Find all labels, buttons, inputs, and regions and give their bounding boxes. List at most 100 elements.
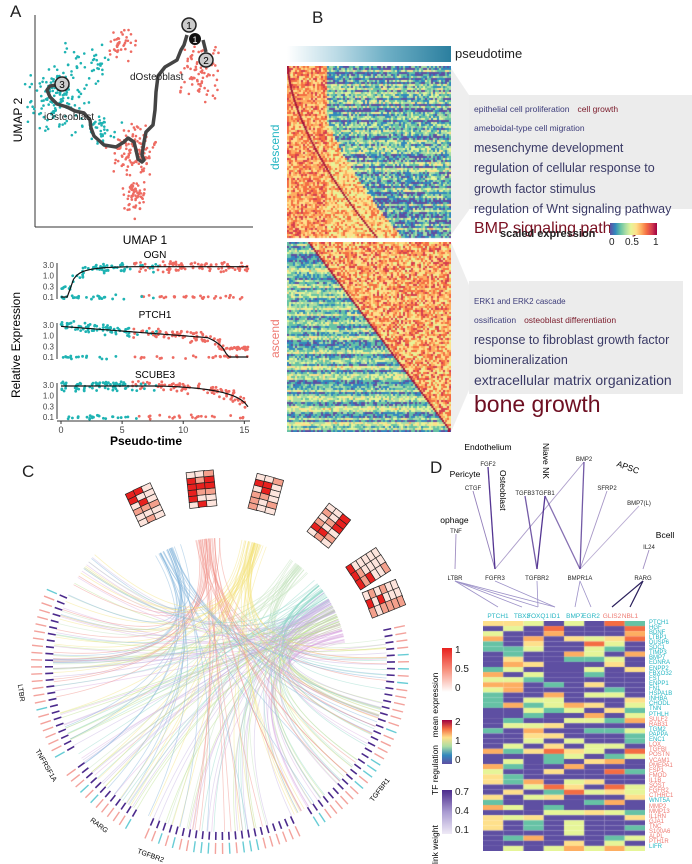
expr-point xyxy=(131,380,135,384)
umap-point xyxy=(129,187,132,190)
chord-link xyxy=(91,542,255,773)
chord-link xyxy=(286,603,388,665)
umap-point xyxy=(77,90,81,94)
target-tick xyxy=(85,772,93,779)
target-gene-label xyxy=(393,625,406,629)
ligand-receptor-link xyxy=(524,495,538,570)
heatmap-row-label: IL1RN xyxy=(649,813,667,820)
expr-point xyxy=(222,397,226,401)
umap-point xyxy=(135,182,139,185)
umap-point xyxy=(45,98,49,102)
chord-link xyxy=(67,590,323,734)
chord-link xyxy=(247,610,336,829)
chord-link xyxy=(209,538,302,811)
cluster-label-iosteoblast: iOsteoblast xyxy=(44,112,94,123)
chord-link xyxy=(74,582,338,635)
chord-link xyxy=(187,615,338,830)
umap-point xyxy=(87,101,91,104)
expr-point xyxy=(94,263,98,267)
legend-tick: 0.7 xyxy=(455,787,469,798)
chord-link xyxy=(53,603,332,661)
target-gene-label xyxy=(106,807,115,818)
target-tick xyxy=(384,693,393,697)
expr-point xyxy=(92,295,95,299)
expr-point xyxy=(114,293,118,297)
target-gene-label xyxy=(32,686,44,690)
chord-link xyxy=(105,609,335,787)
chord-links xyxy=(53,537,388,832)
umap-point xyxy=(94,120,97,124)
expr-point xyxy=(219,387,223,391)
chord-link xyxy=(198,539,243,831)
target-gene-label xyxy=(48,739,59,745)
expr-point xyxy=(76,327,80,331)
target-gene-label xyxy=(255,839,260,851)
receptor-tf-link xyxy=(574,580,581,608)
chord-link xyxy=(287,635,370,741)
receptor-label: TGFBR2 xyxy=(525,576,549,582)
umap-point xyxy=(71,76,75,80)
target-gene-label xyxy=(66,768,77,777)
ascend-go-terms: ERK1 and ERK2 cascade ossification osteobl… xyxy=(469,281,683,417)
expr-point xyxy=(189,331,193,334)
umap-point xyxy=(64,115,67,118)
expr-point xyxy=(75,386,79,390)
ligand-expression-box xyxy=(194,470,209,508)
heatmap-row-label: IL1B xyxy=(649,777,662,784)
chord-link xyxy=(278,605,345,778)
umap-point xyxy=(193,76,196,80)
target-gene-label xyxy=(390,715,402,720)
heatmap-row-label: FN1 xyxy=(649,685,661,692)
target-tick xyxy=(59,594,68,599)
chord-link xyxy=(171,542,255,826)
expr-point xyxy=(186,392,190,396)
umap-point xyxy=(78,107,81,110)
chord-link xyxy=(245,544,298,814)
target-tick xyxy=(265,825,270,834)
chord-link xyxy=(56,602,332,645)
umap-point xyxy=(212,52,215,55)
target-tick xyxy=(131,809,138,817)
umap-point xyxy=(124,47,127,51)
expr-point xyxy=(135,389,139,393)
expr-point xyxy=(206,339,210,343)
receptor-tf-link xyxy=(454,580,556,608)
chord-link xyxy=(102,599,330,785)
chord-link xyxy=(53,540,245,673)
chord-link xyxy=(233,546,267,831)
umap-point xyxy=(128,173,132,177)
go-term: biomineralization xyxy=(474,353,568,368)
umap-point xyxy=(144,124,147,127)
tf-label: TBX3 xyxy=(514,613,531,620)
y-tick-label: 0.3 xyxy=(43,283,55,292)
target-gene-label xyxy=(75,779,85,788)
node-1-grey: 1 xyxy=(181,17,197,33)
ligand-label: BMP7(L) xyxy=(627,501,651,507)
chord-link xyxy=(101,601,331,783)
network-links xyxy=(454,461,650,608)
target-tick xyxy=(259,826,264,835)
tf-heatmap xyxy=(483,621,645,851)
expr-point xyxy=(143,262,147,266)
umap-point xyxy=(70,97,74,101)
umap-point xyxy=(213,84,217,87)
chord-link xyxy=(247,542,353,768)
target-tick xyxy=(45,645,54,649)
chord-link xyxy=(263,585,320,813)
expr-point xyxy=(69,356,72,359)
ligand-receptor-link xyxy=(536,495,546,570)
target-gene-label xyxy=(46,588,58,595)
expr-point xyxy=(76,296,80,300)
expr-point xyxy=(123,382,127,386)
pseudotime-bar xyxy=(287,46,451,62)
target-tick xyxy=(278,821,283,830)
expr-point xyxy=(95,413,99,417)
fit-curve xyxy=(61,266,248,298)
ascend-label: ascend xyxy=(268,319,282,358)
expr-point xyxy=(182,295,186,299)
umap-point xyxy=(112,170,116,173)
umap-point xyxy=(74,114,78,117)
target-tick xyxy=(386,647,395,651)
umap-point xyxy=(147,155,151,158)
expr-point xyxy=(132,327,136,331)
